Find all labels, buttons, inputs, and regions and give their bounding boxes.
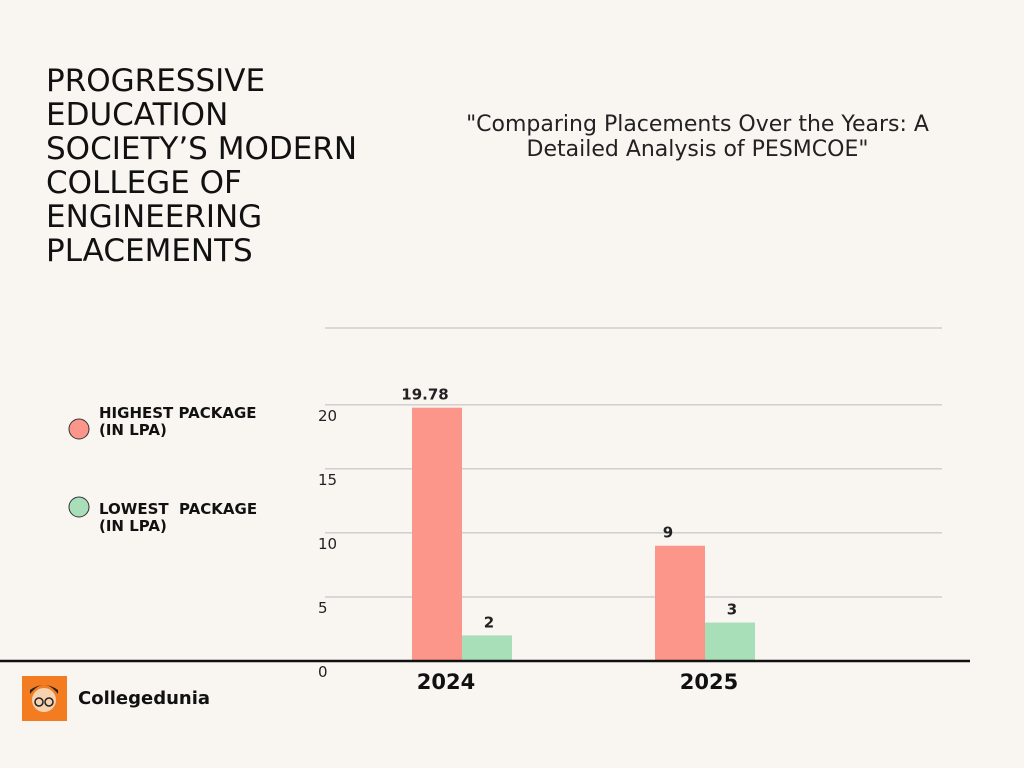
bar bbox=[705, 622, 755, 661]
y-tick-label: 10 bbox=[318, 535, 337, 553]
legend-label: LOWEST PACKAGE (IN LPA) bbox=[99, 500, 263, 535]
x-tick-label: 2025 bbox=[680, 670, 738, 694]
data-label: 2 bbox=[484, 613, 494, 631]
y-tick-label: 5 bbox=[318, 599, 328, 617]
logo-glasses bbox=[34, 697, 44, 707]
y-tick-label: 20 bbox=[318, 407, 337, 425]
x-tick-label: 2024 bbox=[417, 670, 475, 694]
brand-name: Collegedunia bbox=[78, 688, 211, 709]
legend-label: HIGHEST PACKAGE (IN LPA) bbox=[99, 404, 262, 439]
logo-hair bbox=[30, 685, 58, 694]
bar bbox=[462, 635, 512, 661]
bar bbox=[412, 407, 462, 661]
legend-swatch bbox=[68, 496, 90, 518]
data-label: 3 bbox=[727, 601, 737, 619]
y-tick-label: 0 bbox=[318, 663, 328, 681]
logo-glasses bbox=[44, 697, 54, 707]
bar bbox=[655, 545, 705, 661]
data-label: 9 bbox=[663, 524, 673, 542]
chart-subtitle: "Comparing Placements Over the Years: A … bbox=[466, 112, 929, 162]
legend-swatch bbox=[68, 418, 90, 440]
y-tick-label: 15 bbox=[318, 471, 337, 489]
chart-title: PROGRESSIVE EDUCATION SOCIETY’S MODERN C… bbox=[46, 63, 367, 269]
data-label: 19.78 bbox=[401, 386, 448, 404]
